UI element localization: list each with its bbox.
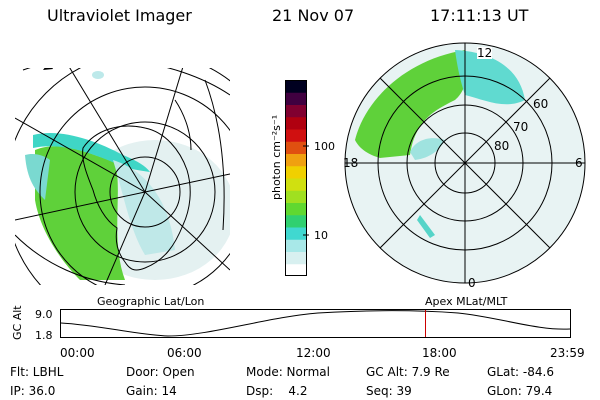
status-mode: Mode: Normal [246, 365, 330, 379]
status-glon: GLon: 79.4 [487, 384, 553, 398]
mlt-label-0: 0 [468, 276, 476, 290]
status-seq: Seq: 39 [366, 384, 412, 398]
date-label: 21 Nov 07 [272, 6, 355, 25]
mlt-label-6: 6 [575, 156, 583, 170]
orbit-xtick-0600: 06:00 [167, 346, 202, 360]
colorbar-segment [286, 116, 306, 130]
status-ip: IP: 36.0 [10, 384, 56, 398]
status-filter: Flt: LBHL [10, 365, 64, 379]
colorbar-segment [286, 165, 306, 179]
orbit-ytick-bottom: 1.8 [35, 329, 53, 342]
status-gain: Gain: 14 [126, 384, 177, 398]
left-spot [92, 71, 104, 79]
status-dsp: Dsp: 4.2 [246, 384, 308, 398]
orbit-xtick-2359: 23:59 [550, 346, 585, 360]
orbit-xtick-1200: 12:00 [296, 346, 331, 360]
orbit-ylabel: GC Alt [11, 305, 24, 340]
mlt-label-12: 12 [477, 46, 493, 60]
left-aurora-green [35, 146, 125, 280]
left-aurora-cyan [33, 132, 150, 172]
colorbar-segment [286, 153, 306, 167]
colorbar-frame [285, 80, 307, 276]
geographic-map [15, 68, 230, 285]
right-aurora-light [410, 138, 445, 160]
colorbar-segment [286, 239, 306, 252]
mlt-label-18: 18 [343, 156, 359, 170]
colorbar-segment [286, 214, 306, 228]
right-aurora-green [355, 50, 468, 158]
colorbar-segment [286, 227, 306, 240]
colorbar-segment [286, 92, 306, 105]
colorbar-segment [286, 141, 306, 154]
orbit-xtick-0000: 00:00 [60, 346, 95, 360]
status-gc-alt: GC Alt: 7.9 Re [366, 365, 450, 379]
orbit-plot [60, 309, 571, 338]
status-glat: GLat: -84.6 [487, 365, 554, 379]
right-panel-label: Apex MLat/MLT [425, 295, 508, 308]
orbit-ytick-top: 9.0 [35, 308, 53, 321]
colorbar-tick-10: 10 [314, 229, 328, 242]
status-door: Door: Open [126, 365, 195, 379]
color-bar-ticks [303, 145, 309, 236]
magnetic-polar-plot [344, 42, 586, 284]
colorbar-segment [286, 251, 306, 265]
colorbar-segment [286, 178, 306, 191]
mlat-label-80: 80 [494, 139, 510, 153]
left-panel-label: Geographic Lat/Lon [97, 295, 205, 308]
colorbar-unit-label: photon cm⁻²s⁻¹ [270, 114, 283, 200]
right-patch [417, 215, 435, 238]
coastline-detail [174, 99, 192, 151]
colorbar-segment [286, 263, 306, 276]
instrument-title: Ultraviolet Imager [47, 6, 192, 25]
left-aurora-light [113, 160, 175, 255]
colorbar-segment [286, 129, 306, 142]
mlat-label-70: 70 [513, 120, 529, 134]
colorbar-segment [286, 104, 306, 118]
mlat-label-60: 60 [533, 97, 549, 111]
orbit-curve [60, 310, 571, 337]
orbit-xtick-1800: 18:00 [422, 346, 457, 360]
colorbar-segment [286, 202, 306, 216]
time-label: 17:11:13 UT [430, 6, 529, 25]
colorbar-tick-100: 100 [314, 140, 335, 153]
coastline [82, 125, 191, 271]
colorbar-segment [286, 190, 306, 203]
right-aurora-cyan [455, 50, 525, 105]
color-bar [285, 80, 307, 276]
colorbar-segment [286, 80, 306, 93]
